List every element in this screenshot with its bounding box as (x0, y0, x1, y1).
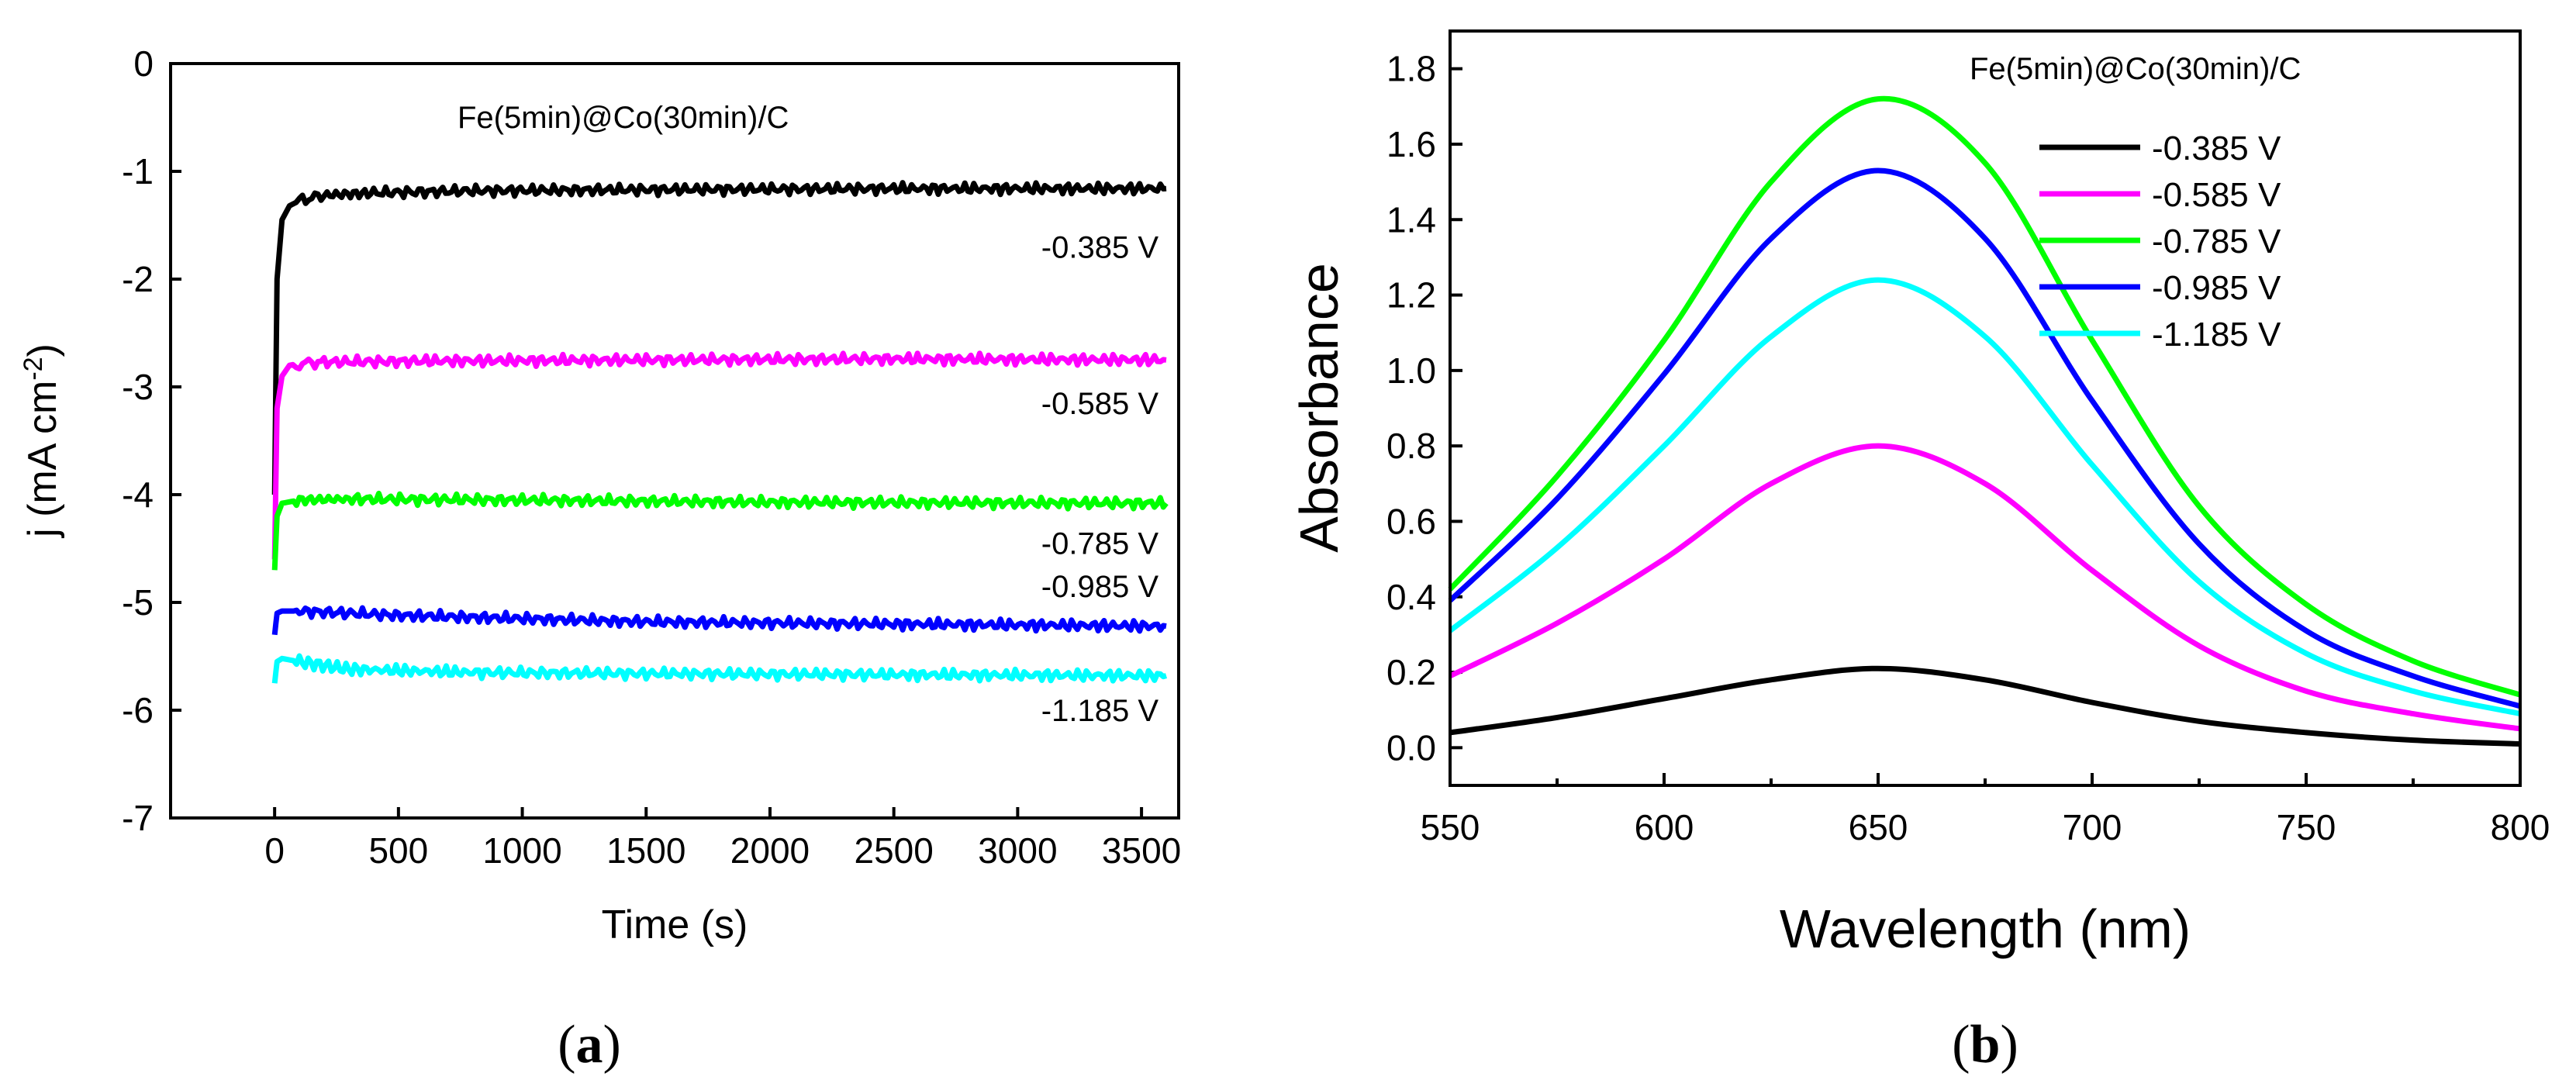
chart-a-xtick-label: 1000 (482, 830, 561, 871)
chart-a-series-1-185-V (271, 653, 1168, 684)
chart-b-ytick-label: 0.0 (1386, 727, 1436, 768)
chart-a-panel-letter: a (576, 1015, 603, 1075)
chart-b-series-1-185-V (1448, 277, 2521, 717)
chart-a-ylabel: j (mA cm-2) (19, 343, 65, 539)
chart-b-panel-label: (b) (1952, 1015, 2018, 1075)
chart-b-xtick-label: 550 (1421, 807, 1480, 847)
chart-a-ylabel-close: ) (20, 343, 65, 357)
chart-b-legend: -0.385 V -0.585 V -0.785 V -0.985 V -1.185 V (2039, 129, 2281, 354)
chart-b-ytick-label: 1.4 (1386, 199, 1436, 240)
chart-b-legend-label-1-185-V: -1.185 V (2152, 316, 2281, 354)
chart-b-absorbance-vs-wavelength: 550 600 650 700 750 800 0.0 0.2 0.4 0.6 0.8 1.0 1.2 1… (1289, 29, 2550, 1075)
chart-a-ylabel-main: j (mA cm (20, 381, 65, 539)
chart-b-ytick-label: 0.4 (1386, 577, 1436, 617)
chart-a-xtick-label: 2000 (730, 830, 810, 871)
chart-b-xtick-label: 600 (1635, 807, 1694, 847)
chart-a-data-label-0-385-V: -0.385 V (1041, 230, 1159, 264)
chart-a-series-0-985-V (271, 605, 1167, 636)
chart-b-ytick-label: 1.6 (1386, 124, 1436, 164)
chart-a-panel-open: ( (558, 1015, 575, 1075)
chart-a-ytick-label: -2 (122, 259, 154, 299)
chart-a-data-label-1-185-V: -1.185 V (1041, 694, 1159, 728)
chart-a-xtick-label: 2500 (855, 830, 934, 871)
chart-a-xtick-label: 3500 (1102, 830, 1181, 871)
chart-b-series-0-385-V (1449, 665, 2521, 747)
chart-b-panel-close: ) (2000, 1015, 2018, 1075)
chart-b-ytick-label: 0.2 (1386, 652, 1436, 692)
chart-a-ylabel-sup: -2 (19, 357, 48, 380)
chart-a-panel-label: (a) (558, 1015, 621, 1075)
chart-b-ytick-label: 1.2 (1386, 275, 1436, 316)
chart-b-ytick-label: 1.0 (1386, 350, 1436, 391)
chart-a-ytick-label: -1 (122, 151, 154, 192)
chart-a-xlabel: Time (s) (602, 902, 748, 947)
chart-b-series-0-785-V (1448, 95, 2522, 698)
chart-b-legend-label-0-785-V: -0.785 V (2152, 223, 2281, 261)
chart-a-ytick-label: -4 (122, 474, 154, 515)
chart-a-xtick-label: 3000 (978, 830, 1057, 871)
chart-b-series-0-585-V (1449, 443, 2521, 732)
chart-a-ytick-label: -6 (122, 690, 154, 730)
chart-a-xtick-label: 1500 (606, 830, 685, 871)
chart-a-xtick-label: 0 (264, 830, 285, 871)
chart-b-series-0-985-V (1448, 167, 2521, 709)
chart-b-ytick-label: 0.6 (1386, 501, 1436, 541)
chart-b-title: Fe(5min)@Co(30min)/C (1970, 52, 2301, 86)
chart-b-ylabel: Absorbance (1289, 263, 1349, 553)
chart-b-xtick-label: 700 (2063, 807, 2122, 847)
chart-a-ytick-label: -3 (122, 367, 154, 407)
chart-a-data-label-0-985-V: -0.985 V (1041, 570, 1159, 604)
chart-a-data-label-0-585-V: -0.585 V (1041, 387, 1159, 421)
chart-b-xtick-label: 800 (2491, 807, 2550, 847)
chart-a-plot-area: 0 500 1000 1500 2000 2500 3000 3500 0 -1 -2 -3 -4 -5 -… (122, 43, 1181, 871)
chart-a-panel-close: ) (603, 1015, 621, 1075)
chart-a-ytick-label: -7 (122, 798, 154, 838)
chart-a-current-vs-time: 0 500 1000 1500 2000 2500 3000 3500 0 -1 -2 -3 -4 -5 -… (19, 43, 1181, 1075)
chart-b-xtick-label: 750 (2277, 807, 2336, 847)
chart-a-series-0-385-V (271, 180, 1167, 495)
chart-b-ytick-label: 0.8 (1386, 426, 1436, 466)
chart-a-series-0-585-V (271, 350, 1167, 560)
chart-b-panel-open: ( (1952, 1015, 1970, 1075)
chart-a-xtick-label: 500 (368, 830, 428, 871)
chart-a-frame (169, 62, 1180, 820)
chart-a-series-0-785-V (271, 490, 1169, 571)
chart-b-xlabel: Wavelength (nm) (1780, 899, 2191, 959)
chart-b-panel-letter: b (1970, 1015, 2001, 1075)
chart-a-ytick-label: 0 (133, 43, 154, 84)
chart-a-data-label-0-785-V: -0.785 V (1041, 527, 1159, 561)
chart-a-ytick-label: -5 (122, 582, 154, 623)
chart-b-frame (1449, 29, 2522, 787)
chart-b-legend-label-0-385-V: -0.385 V (2152, 129, 2281, 167)
chart-a-title: Fe(5min)@Co(30min)/C (458, 101, 789, 135)
chart-b-ytick-label: 1.8 (1386, 49, 1436, 89)
chart-b-legend-label-0-585-V: -0.585 V (2152, 176, 2281, 214)
chart-b-legend-label-0-985-V: -0.985 V (2152, 269, 2281, 307)
chart-b-xtick-label: 650 (1849, 807, 1908, 847)
chart-b-plot-area: 550 600 650 700 750 800 0.0 0.2 0.4 0.6 0.8 1.0 1.2 1… (1386, 49, 2550, 847)
